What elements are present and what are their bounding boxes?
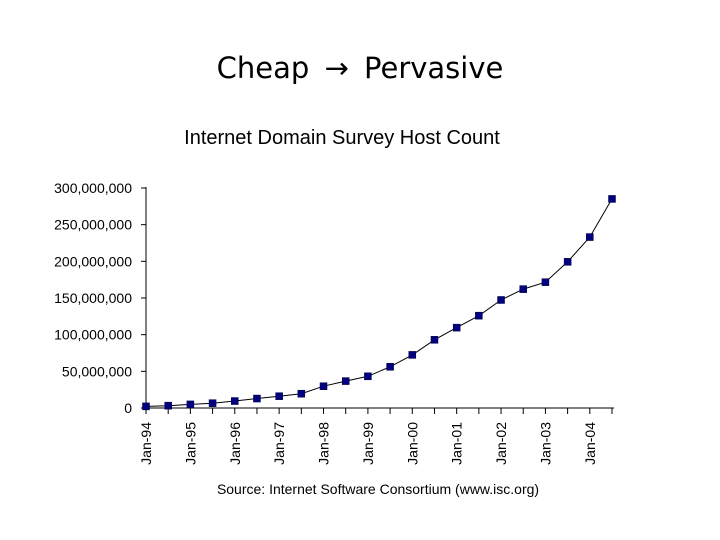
- data-point: [341, 377, 350, 385]
- data-point: [319, 382, 328, 390]
- data-point: [608, 195, 616, 203]
- data-point: [430, 336, 439, 344]
- data-point: [586, 233, 594, 241]
- x-tick-label: Jan-98: [316, 422, 332, 465]
- data-point: [142, 402, 150, 411]
- y-tick-label: 50,000,000: [62, 363, 132, 379]
- y-tick-label: 150,000,000: [54, 290, 132, 306]
- data-point: [386, 363, 394, 371]
- x-tick-label: Jan-94: [138, 422, 154, 465]
- data-point: [231, 397, 239, 405]
- x-tick-label: Jan-99: [360, 422, 376, 465]
- right-arrow-icon: →: [324, 51, 349, 85]
- y-axis: 0 50,000,000 100,000,000 150,000,000 200,000…: [54, 180, 146, 416]
- x-tick-label: Jan-01: [449, 422, 465, 465]
- data-point: [497, 296, 505, 304]
- data-point: [164, 401, 172, 410]
- data-point: [408, 351, 417, 359]
- data-point: [275, 392, 283, 400]
- x-tick-label: Jan-95: [182, 422, 198, 465]
- y-tick-label: 100,000,000: [54, 327, 132, 343]
- x-tick-label: Jan-03: [537, 422, 553, 465]
- data-point: [563, 258, 572, 266]
- data-point: [253, 394, 261, 403]
- series-host-count: [142, 195, 616, 411]
- x-tick-label: Jan-02: [493, 422, 509, 465]
- x-axis: Jan-94 Jan-95 Jan-96 Jan-97 Jan-98 Jan-99 Jan-…: [138, 408, 613, 465]
- series-line: [145, 198, 613, 407]
- data-point: [297, 389, 306, 398]
- y-tick-label: 200,000,000: [54, 253, 132, 269]
- y-tick-label: 250,000,000: [54, 217, 132, 233]
- chart-title: Internet Domain Survey Host Count: [184, 127, 500, 149]
- data-point: [475, 311, 483, 320]
- data-point: [186, 400, 195, 409]
- slide-title-left: Cheap: [216, 51, 310, 85]
- x-tick-label: Jan-97: [271, 422, 287, 465]
- data-point: [364, 372, 372, 381]
- y-tick-label: 0: [124, 400, 132, 416]
- x-tick-label: Jan-96: [227, 422, 243, 465]
- data-point: [519, 285, 527, 293]
- y-tick-label: 300,000,000: [54, 180, 132, 196]
- slide-title: Cheap → Pervasive: [0, 48, 720, 88]
- data-point: [208, 399, 217, 407]
- x-tick-label: Jan-04: [582, 422, 598, 465]
- data-point: [541, 278, 550, 286]
- x-tick-label: Jan-00: [404, 422, 420, 465]
- data-point: [452, 323, 461, 332]
- slide-title-right: Pervasive: [364, 51, 504, 85]
- chart-source: Source: Internet Software Consortium (ww…: [217, 481, 539, 497]
